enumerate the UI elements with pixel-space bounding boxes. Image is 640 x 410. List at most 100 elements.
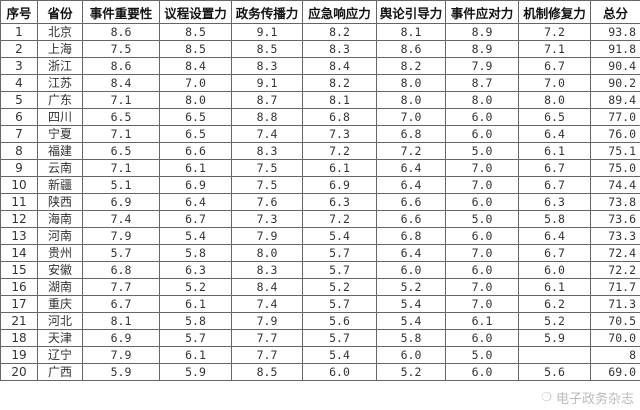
table-cell: 6.5 [159,125,232,143]
table-row: 1 北京 8.6 8.5 9.1 8.2 8.1 8.9 7.2 93.8 [0,23,640,41]
table-cell: 广东 [37,91,83,109]
column-header: 舆论引导力 [376,0,446,24]
table-cell: 7.4 [82,210,160,228]
table-cell: 7.4 [231,295,303,313]
table-cell: 8.2 [302,23,377,41]
table-cell: 8.6 [82,57,160,75]
table-cell: 5.0 [445,210,519,228]
table-cell: 77.0 [590,108,640,126]
table-cell: 18 [0,329,38,347]
table-cell: 5.0 [445,142,519,160]
table-row: 20 广西 5.9 5.9 8.5 6.0 5.2 6.0 5.6 69.0 [0,363,640,381]
table-row: 4 江苏 8.4 7.0 9.1 8.2 8.0 8.7 7.0 90.2 [0,74,640,92]
table-cell: 6.7 [518,159,591,177]
table-cell: 6.5 [159,108,232,126]
table-cell: 浙江 [37,57,83,75]
table-cell: 8.4 [82,74,160,92]
table-cell: 8.0 [518,91,591,109]
table-cell: 7.1 [82,159,160,177]
table-cell: 89.4 [590,91,640,109]
table-cell: 7.5 [231,176,303,194]
table-cell: 6.0 [445,193,519,211]
column-header: 政务传播力 [231,0,303,24]
table-cell: 9.1 [231,23,303,41]
table-cell: 6 [0,108,38,126]
table-cell: 7.9 [82,227,160,245]
table-cell: 5.4 [302,346,377,364]
table-cell [518,346,591,364]
table-cell: 5.8 [159,312,232,330]
table-cell: 8.5 [231,363,303,381]
table-cell: 20 [0,363,38,381]
table-cell: 8.5 [231,40,303,58]
watermark: ❍ 电子政务杂志 [541,388,634,407]
table-cell: 8.2 [376,57,446,75]
table-cell: 5.7 [302,261,377,279]
table-cell: 6.4 [518,125,591,143]
table-cell: 75.0 [590,159,640,177]
table-cell: 6.1 [518,142,591,160]
table-cell: 14 [0,244,38,262]
table-cell: 7.5 [82,40,160,58]
ranking-table: 序号 省份 事件重要性 议程设置力 政务传播力 应急响应力 舆论引导力 事件应对力 机制修复力总… [0,0,640,381]
table-cell: 7.9 [231,227,303,245]
table-row: 7 宁夏 7.1 6.5 7.4 7.3 6.8 6.0 6.4 76.0 [0,125,640,143]
table-cell: 7.0 [445,244,519,262]
watermark-text: 电子政务杂志 [555,391,634,407]
table-cell: 河南 [37,227,83,245]
table-cell: 江苏 [37,74,83,92]
table-cell: 90.4 [590,57,640,75]
wechat-icon: ❍ [541,390,552,404]
table-cell: 6.7 [518,244,591,262]
table-cell: 8.2 [302,74,377,92]
table-cell: 8.3 [231,261,303,279]
table-cell: 74.4 [590,176,640,194]
table-cell: 76.0 [590,125,640,143]
table-cell: 8 [590,346,640,364]
table-cell: 5.4 [376,312,446,330]
table-cell: 1 [0,23,38,41]
table-cell: 17 [0,295,38,313]
table-cell: 7.0 [445,278,519,296]
table-cell: 7.1 [518,40,591,58]
table-cell: 8.5 [159,40,232,58]
table-cell: 8.6 [82,23,160,41]
table-cell: 8.0 [376,91,446,109]
table-row: 21 河北 8.1 5.8 7.9 5.6 5.4 6.1 5.2 70.5 [0,312,640,330]
table-cell: 5.7 [82,244,160,262]
table-cell: 6.0 [376,261,446,279]
table-cell: 福建 [37,142,83,160]
table-cell: 7.5 [231,159,303,177]
table-cell: 广西 [37,363,83,381]
table-cell: 6.2 [518,295,591,313]
table-cell: 上海 [37,40,83,58]
table-cell: 8.0 [376,74,446,92]
table-cell: 8.0 [231,244,303,262]
table-cell: 辽宁 [37,346,83,364]
table-cell: 5.7 [302,295,377,313]
table-cell: 73.6 [590,210,640,228]
column-header: 议程设置力 [159,0,232,24]
table-cell: 72.2 [590,261,640,279]
table-row: 5 广东 7.1 8.0 8.7 8.1 8.0 8.0 8.0 89.4 [0,91,640,109]
table-cell: 73.3 [590,227,640,245]
table-cell: 6.9 [82,329,160,347]
table-cell: 6.6 [376,193,446,211]
table-cell: 93.8 [590,23,640,41]
table-cell: 11 [0,193,38,211]
table-cell: 5.4 [159,227,232,245]
table-cell: 6.7 [82,295,160,313]
table-cell: 2 [0,40,38,58]
table-cell: 5.6 [302,312,377,330]
table-cell: 90.2 [590,74,640,92]
table-cell: 四川 [37,108,83,126]
table-row: 17 重庆 6.7 6.1 7.4 5.7 5.4 7.0 6.2 71.3 [0,295,640,313]
table-cell: 6.8 [376,227,446,245]
table-cell: 70.5 [590,312,640,330]
table-cell: 7 [0,125,38,143]
table-cell: 7.0 [445,295,519,313]
table-cell: 91.8 [590,40,640,58]
table-cell: 8.9 [445,23,519,41]
table-row: 11 陕西 6.9 6.4 7.6 6.3 6.6 6.0 6.3 73.8 [0,193,640,211]
table-row: 15 安徽 6.8 6.3 8.3 5.7 6.0 6.0 6.0 72.2 [0,261,640,279]
